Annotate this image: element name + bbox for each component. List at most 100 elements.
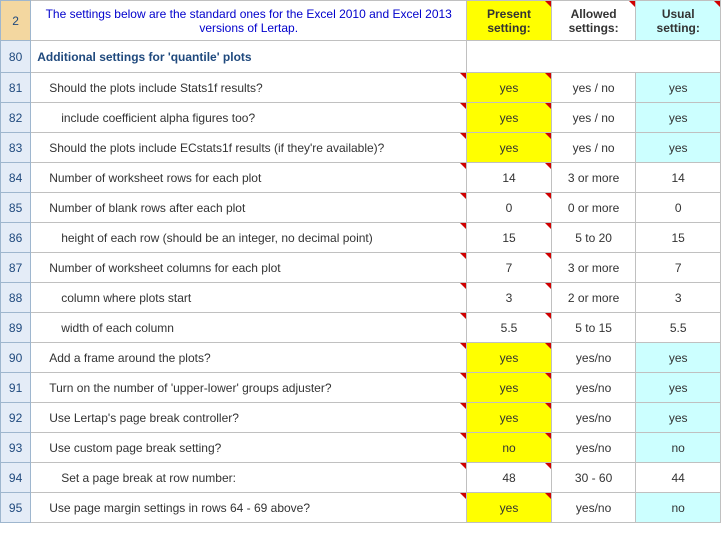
usual-setting-cell: 7 (636, 253, 721, 283)
setting-row: 84Number of worksheet rows for each plot… (1, 163, 721, 193)
col-header-allowed: Allowed settings: (551, 1, 636, 41)
present-setting-cell[interactable]: 3 (467, 283, 552, 313)
allowed-settings-cell: 3 or more (551, 163, 636, 193)
present-setting-cell[interactable]: 14 (467, 163, 552, 193)
present-setting-cell[interactable]: yes (467, 343, 552, 373)
row-number[interactable]: 85 (1, 193, 31, 223)
row-number[interactable]: 84 (1, 163, 31, 193)
allowed-settings-cell: 2 or more (551, 283, 636, 313)
setting-row: 95Use page margin settings in rows 64 - … (1, 493, 721, 523)
setting-description: column where plots start (31, 283, 467, 313)
present-setting-cell[interactable]: yes (467, 73, 552, 103)
row-number[interactable]: 91 (1, 373, 31, 403)
setting-row: 91Turn on the number of 'upper-lower' gr… (1, 373, 721, 403)
setting-description: height of each row (should be an integer… (31, 223, 467, 253)
setting-description: Set a page break at row number: (31, 463, 467, 493)
setting-row: 87Number of worksheet columns for each p… (1, 253, 721, 283)
allowed-settings-cell: 30 - 60 (551, 463, 636, 493)
header-description: The settings below are the standard ones… (31, 1, 467, 41)
setting-row: 89width of each column5.55 to 155.5 (1, 313, 721, 343)
row-number[interactable]: 81 (1, 73, 31, 103)
row-number[interactable]: 82 (1, 103, 31, 133)
settings-table: 2 The settings below are the standard on… (0, 0, 721, 523)
setting-description: Should the plots include Stats1f results… (31, 73, 467, 103)
setting-description: Number of worksheet columns for each plo… (31, 253, 467, 283)
present-setting-cell[interactable]: 15 (467, 223, 552, 253)
setting-description: Add a frame around the plots? (31, 343, 467, 373)
present-setting-cell[interactable]: 0 (467, 193, 552, 223)
usual-setting-cell: yes (636, 133, 721, 163)
row-number[interactable]: 86 (1, 223, 31, 253)
row-number[interactable]: 90 (1, 343, 31, 373)
usual-setting-cell: yes (636, 73, 721, 103)
setting-description: include coefficient alpha figures too? (31, 103, 467, 133)
setting-row: 92Use Lertap's page break controller?yes… (1, 403, 721, 433)
allowed-settings-cell: yes/no (551, 493, 636, 523)
usual-setting-cell: yes (636, 103, 721, 133)
present-setting-cell[interactable]: yes (467, 403, 552, 433)
allowed-settings-cell: yes / no (551, 133, 636, 163)
row-number[interactable]: 87 (1, 253, 31, 283)
usual-setting-cell: yes (636, 373, 721, 403)
row-number[interactable]: 94 (1, 463, 31, 493)
setting-row: 85Number of blank rows after each plot00… (1, 193, 721, 223)
setting-description: Number of blank rows after each plot (31, 193, 467, 223)
allowed-settings-cell: yes/no (551, 343, 636, 373)
usual-setting-cell: 5.5 (636, 313, 721, 343)
setting-description: Use Lertap's page break controller? (31, 403, 467, 433)
usual-setting-cell: 44 (636, 463, 721, 493)
setting-row: 82include coefficient alpha figures too?… (1, 103, 721, 133)
setting-row: 86height of each row (should be an integ… (1, 223, 721, 253)
row-number-header[interactable]: 2 (1, 1, 31, 41)
usual-setting-cell: 14 (636, 163, 721, 193)
row-number[interactable]: 93 (1, 433, 31, 463)
empty-cell (636, 41, 721, 73)
usual-setting-cell: 15 (636, 223, 721, 253)
present-setting-cell[interactable]: yes (467, 103, 552, 133)
row-number[interactable]: 89 (1, 313, 31, 343)
setting-description: Use page margin settings in rows 64 - 69… (31, 493, 467, 523)
allowed-settings-cell: yes/no (551, 433, 636, 463)
allowed-settings-cell: yes / no (551, 103, 636, 133)
allowed-settings-cell: 5 to 20 (551, 223, 636, 253)
allowed-settings-cell: 5 to 15 (551, 313, 636, 343)
usual-setting-cell: 3 (636, 283, 721, 313)
setting-row: 90Add a frame around the plots?yesyes/no… (1, 343, 721, 373)
usual-setting-cell: no (636, 493, 721, 523)
row-number[interactable]: 83 (1, 133, 31, 163)
present-setting-cell[interactable]: 5.5 (467, 313, 552, 343)
present-setting-cell[interactable]: 7 (467, 253, 552, 283)
present-setting-cell[interactable]: no (467, 433, 552, 463)
row-number[interactable]: 92 (1, 403, 31, 433)
row-number[interactable]: 95 (1, 493, 31, 523)
setting-description: Use custom page break setting? (31, 433, 467, 463)
usual-setting-cell: yes (636, 403, 721, 433)
row-number[interactable]: 88 (1, 283, 31, 313)
present-setting-cell[interactable]: yes (467, 493, 552, 523)
section-row: 80 Additional settings for 'quantile' pl… (1, 41, 721, 73)
allowed-settings-cell: yes/no (551, 403, 636, 433)
row-number[interactable]: 80 (1, 41, 31, 73)
allowed-settings-cell: yes/no (551, 373, 636, 403)
setting-row: 93Use custom page break setting?noyes/no… (1, 433, 721, 463)
setting-description: Turn on the number of 'upper-lower' grou… (31, 373, 467, 403)
setting-row: 88column where plots start32 or more3 (1, 283, 721, 313)
usual-setting-cell: yes (636, 343, 721, 373)
col-header-present: Present setting: (467, 1, 552, 41)
present-setting-cell[interactable]: yes (467, 373, 552, 403)
allowed-settings-cell: 0 or more (551, 193, 636, 223)
col-header-usual: Usual setting: (636, 1, 721, 41)
setting-description: Should the plots include ECstats1f resul… (31, 133, 467, 163)
present-setting-cell[interactable]: yes (467, 133, 552, 163)
usual-setting-cell: no (636, 433, 721, 463)
present-setting-cell[interactable]: 48 (467, 463, 552, 493)
setting-description: Number of worksheet rows for each plot (31, 163, 467, 193)
section-title: Additional settings for 'quantile' plots (31, 41, 467, 73)
setting-description: width of each column (31, 313, 467, 343)
setting-row: 81Should the plots include Stats1f resul… (1, 73, 721, 103)
header-row: 2 The settings below are the standard on… (1, 1, 721, 41)
allowed-settings-cell: 3 or more (551, 253, 636, 283)
setting-row: 83Should the plots include ECstats1f res… (1, 133, 721, 163)
setting-row: 94Set a page break at row number:4830 - … (1, 463, 721, 493)
empty-cell (467, 41, 552, 73)
